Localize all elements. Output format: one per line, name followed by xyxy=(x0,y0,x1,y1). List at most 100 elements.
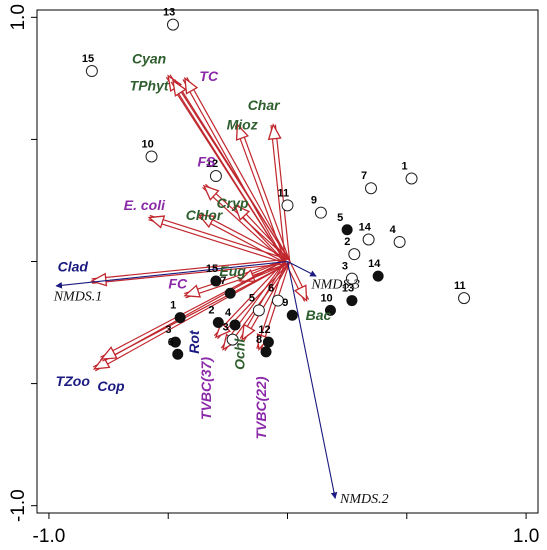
open-point: 5 xyxy=(249,292,265,317)
open-point: 9 xyxy=(311,195,327,219)
var-label-tzoo: TZoo xyxy=(56,373,91,389)
open-point: 13 xyxy=(163,7,179,31)
env-vector-ochl xyxy=(239,260,290,342)
env-vector-cop xyxy=(99,259,289,362)
point-label: 7 xyxy=(361,170,367,182)
point-label: 13 xyxy=(342,283,354,295)
point-label: 9 xyxy=(311,195,317,207)
point-label: 2 xyxy=(344,236,350,248)
point-label: 6 xyxy=(268,283,274,295)
point-label: 12 xyxy=(258,324,270,336)
var-label-eug: Eug xyxy=(219,263,246,279)
open-point: 4 xyxy=(390,224,406,248)
point-label: 15 xyxy=(82,53,94,65)
env-vector-chlor xyxy=(197,212,289,264)
open-point: 3 xyxy=(342,261,358,285)
var-label-cop: Cop xyxy=(97,378,125,394)
filled-point: 3 xyxy=(165,324,181,348)
open-point: 7 xyxy=(361,170,377,195)
nmds-label: NMDS.1 xyxy=(53,290,103,305)
filled-point: 4 xyxy=(225,307,241,331)
filled-point: 7 xyxy=(220,275,236,299)
point-label: 6 xyxy=(168,336,174,348)
point-label: 13 xyxy=(163,7,175,19)
open-point: 15 xyxy=(82,53,98,78)
open-point: 3 xyxy=(223,322,239,346)
point-label: 12 xyxy=(206,158,218,170)
env-vector-tc xyxy=(182,76,290,263)
filled-point: 5 xyxy=(337,212,353,236)
var-label-fc: FC xyxy=(168,275,188,291)
nmds-vector-nmds-2 xyxy=(286,261,338,499)
point-label: 15 xyxy=(206,263,218,275)
point-label: 8 xyxy=(256,334,262,346)
env-vector-fc xyxy=(183,258,289,299)
open-point: 1 xyxy=(402,160,418,185)
nmds-vector-nmds-3 xyxy=(287,261,317,277)
point-label: 3 xyxy=(342,261,348,273)
var-label-tphyt: TPhyt xyxy=(130,78,170,94)
open-point: 11 xyxy=(454,280,471,305)
filled-point: 2 xyxy=(208,305,224,329)
var-label-tc: TC xyxy=(199,68,219,84)
point-label: 3 xyxy=(223,322,229,334)
var-label-clad: Clad xyxy=(58,258,89,274)
filled-point: 9 xyxy=(282,297,298,321)
filled-point: 8 xyxy=(256,334,272,358)
open-point: 11 xyxy=(278,187,294,212)
filled-point: 10 xyxy=(320,292,336,316)
point-label: 7 xyxy=(220,275,226,287)
open-point: 14 xyxy=(359,222,375,246)
var-label-tvbc-22-: TVBC(22) xyxy=(253,376,269,439)
point-label: 2 xyxy=(208,305,214,317)
open-point: 2 xyxy=(344,236,361,261)
var-label-char: Char xyxy=(248,97,281,113)
point-label: 9 xyxy=(282,297,288,309)
point-label: 5 xyxy=(337,212,343,224)
point-label: 1 xyxy=(170,300,176,312)
filled-point: 12 xyxy=(258,324,274,348)
y-tick-label: 1.0 xyxy=(8,4,29,30)
point-label: 4 xyxy=(390,224,397,236)
nmds-label: NMDS.3 xyxy=(310,277,360,292)
filled-point: 14 xyxy=(368,258,384,282)
filled-point: 6 xyxy=(168,336,184,360)
filled-point: 13 xyxy=(342,283,358,307)
point-label: 14 xyxy=(359,222,372,234)
point-label: 5 xyxy=(249,292,255,304)
var-label-e-coli: E. coli xyxy=(124,197,166,213)
var-label-ochl: Ochl xyxy=(232,338,248,370)
env-vector-clad xyxy=(90,258,288,287)
var-label-cryp: Cryp xyxy=(217,195,249,211)
point-label: 10 xyxy=(142,139,154,151)
point-label: 4 xyxy=(225,307,232,319)
var-label-tvbc-37-: TVBC(37) xyxy=(198,357,214,420)
env-vector-mioz xyxy=(234,123,291,263)
nmds-label: NMDS.2 xyxy=(339,492,389,507)
x-tick-label: 1.0 xyxy=(513,526,539,547)
var-label-chlor: Chlor xyxy=(186,207,224,223)
env-vector-tphyt xyxy=(170,79,290,263)
point-label: 3 xyxy=(165,324,171,336)
var-label-fs: FS xyxy=(197,153,216,169)
var-label-cyan: Cyan xyxy=(132,51,166,67)
var-label-mioz: Mioz xyxy=(227,117,258,133)
env-vector-bac xyxy=(284,260,310,303)
open-point: 10 xyxy=(142,139,158,163)
x-tick-label: -1.0 xyxy=(33,526,66,547)
point-label: 14 xyxy=(368,258,381,270)
point-label: 11 xyxy=(454,280,466,292)
point-label: 1 xyxy=(402,160,408,172)
filled-point: 15 xyxy=(206,263,222,287)
env-vector-char xyxy=(267,123,291,262)
filled-point: 1 xyxy=(170,300,186,324)
y-tick-label: -1.0 xyxy=(8,489,29,522)
var-label-bac: Bac xyxy=(306,307,332,323)
var-label-rot: Rot xyxy=(186,329,202,354)
open-point: 12 xyxy=(206,158,222,183)
open-point: 6 xyxy=(268,283,284,307)
nmds-vector-nmds-1 xyxy=(55,260,288,289)
point-label: 10 xyxy=(320,292,332,304)
point-label: 11 xyxy=(278,187,290,199)
